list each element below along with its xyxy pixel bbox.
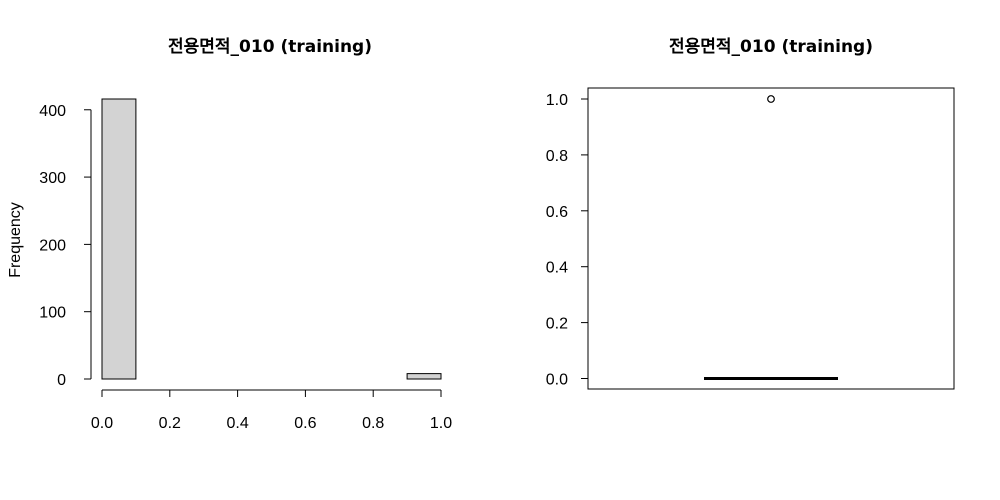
histogram-y-axis-label: Frequency <box>7 202 24 278</box>
histogram-x-tick-label: 0.2 <box>159 415 181 432</box>
histogram-x-tick-label: 0.0 <box>91 415 113 432</box>
boxplot-title: 전용면적_010 (training) <box>669 37 873 57</box>
boxplot-y-tick-label: 0.0 <box>546 372 568 389</box>
histogram-x-tick-label: 1.0 <box>430 415 452 432</box>
boxplot-marks <box>704 95 838 380</box>
histogram-y-tick-label: 400 <box>39 103 66 120</box>
boxplot-y-tick-label: 1.0 <box>546 92 568 109</box>
boxplot-y-tick-label: 0.2 <box>546 316 568 333</box>
histogram-x-tick-label: 0.8 <box>362 415 384 432</box>
histogram-panel: 전용면적_010 (training) Frequency 0.0 0.2 0.4 0… <box>7 37 452 432</box>
boxplot-y-tick-label: 0.6 <box>546 204 568 221</box>
histogram-y-tick-label: 300 <box>39 170 66 187</box>
histogram-bars <box>101 98 442 380</box>
boxplot-y-axis: 0.0 0.2 0.4 0.6 0.8 1.0 <box>546 92 588 389</box>
histogram-bar-0 <box>101 98 137 380</box>
boxplot-panel: 전용면적_010 (training) 0.0 0.2 0.4 0.6 0.8 1.0 <box>546 37 955 390</box>
histogram-x-tick-label: 0.6 <box>294 415 316 432</box>
histogram-x-tick-label: 0.4 <box>226 415 248 432</box>
histogram-y-tick-label: 200 <box>39 237 66 254</box>
histogram-y-tick-label: 100 <box>39 305 66 322</box>
histogram-title: 전용면적_010 (training) <box>168 37 372 57</box>
boxplot-frame <box>587 87 955 390</box>
histogram-y-tick-label: 0 <box>57 372 66 389</box>
histogram-bar-9 <box>406 373 442 380</box>
histogram-x-axis: 0.0 0.2 0.4 0.6 0.8 1.0 <box>91 389 452 432</box>
boxplot-y-tick-label: 0.4 <box>546 260 568 277</box>
histogram-y-axis: 0 100 200 300 400 <box>39 103 92 389</box>
boxplot-outlier-point <box>767 95 775 103</box>
boxplot-y-tick-label: 0.8 <box>546 148 568 165</box>
